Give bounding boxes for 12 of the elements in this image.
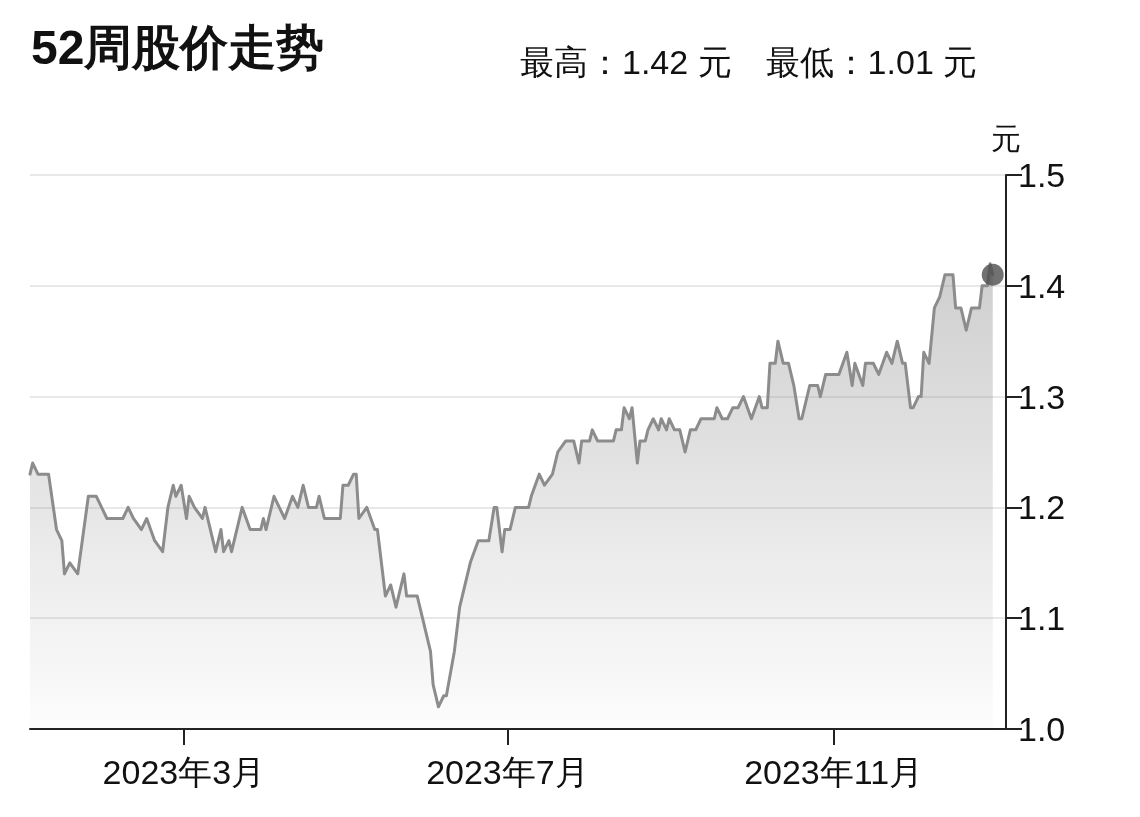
y-axis-title: 元: [991, 121, 1021, 155]
y-tick-label: 1.2: [1018, 488, 1066, 527]
y-tick-label: 1.0: [1018, 710, 1066, 748]
chart-subtitle: 最高：1.42 元 最低：1.01 元: [520, 43, 978, 81]
y-tick-label: 1.1: [1018, 599, 1066, 638]
y-tick-label: 1.4: [1018, 266, 1066, 305]
chart-title: 52周股价走势: [31, 20, 325, 74]
x-tick-label: 2023年11月: [744, 753, 924, 791]
y-tick-label: 1.5: [1018, 156, 1066, 194]
y-tick-label: 1.3: [1018, 377, 1066, 416]
x-tick-label: 2023年7月: [426, 753, 589, 791]
x-tick-label: 2023年3月: [102, 753, 266, 791]
